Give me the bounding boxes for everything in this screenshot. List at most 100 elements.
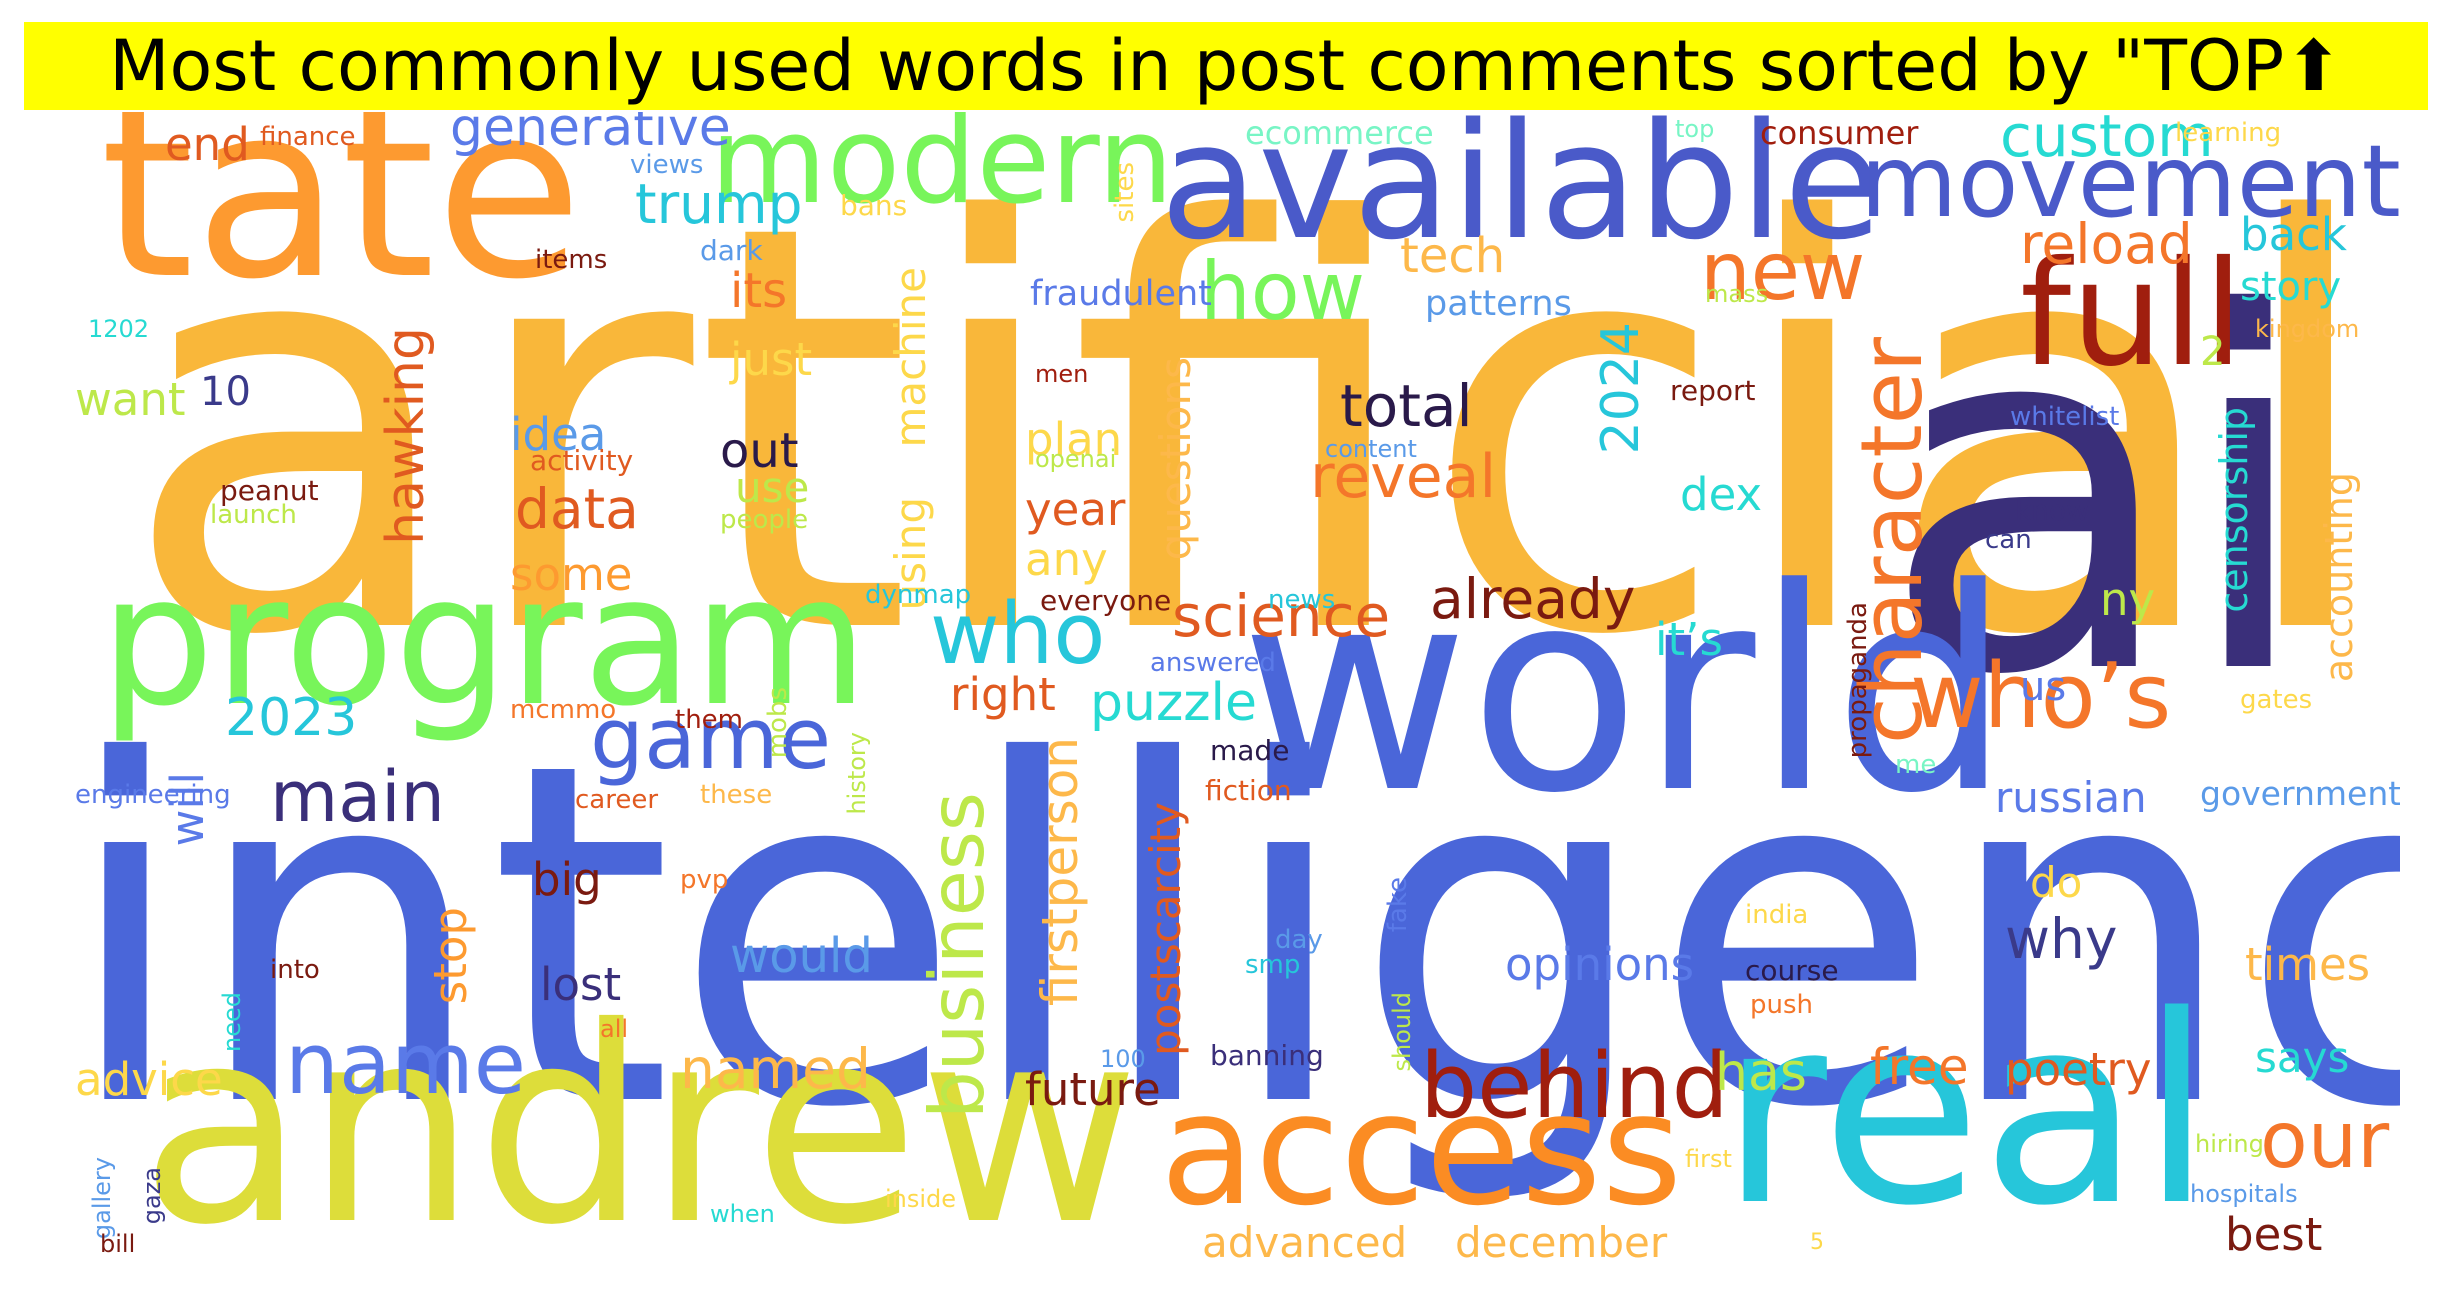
word-engineering: engineering <box>75 780 231 810</box>
word-its: its <box>730 263 788 319</box>
word-propaganda: propaganda <box>1843 602 1873 759</box>
word-free: free <box>1870 1038 1969 1096</box>
word-fraudulent: fraudulent <box>1030 274 1212 314</box>
word-reveal: reveal <box>1310 442 1497 512</box>
word-5: 5 <box>1810 1230 1824 1255</box>
word-says: says <box>2255 1033 2350 1082</box>
word-banning: banning <box>1210 1039 1324 1072</box>
word-opinions: opinions <box>1505 938 1695 991</box>
word-back: back <box>2240 208 2347 261</box>
word-content: content <box>1325 435 1417 463</box>
word-poetry: poetry <box>2005 1043 2152 1096</box>
word-inside: inside <box>885 1185 957 1213</box>
word-gallery: gallery <box>88 1157 116 1240</box>
word-should: should <box>1388 992 1416 1072</box>
word-want: want <box>75 373 186 426</box>
word-all: all <box>600 1015 629 1043</box>
word-ny: ny <box>2100 573 2156 626</box>
word-trump: trump <box>635 172 803 236</box>
word-push: push <box>1750 990 1814 1020</box>
word-firstperson: firstperson <box>1031 737 1089 1007</box>
word-fake: fake <box>1383 877 1413 933</box>
word-modern: modern <box>710 112 1174 231</box>
word-dark: dark <box>700 234 763 267</box>
word-end: end <box>165 118 250 171</box>
word-has: has <box>1715 1043 1807 1103</box>
word-everyone: everyone <box>1040 584 1172 617</box>
word-questions: questions <box>1151 357 1200 561</box>
word-why: why <box>2005 907 2118 971</box>
word-consumer: consumer <box>1760 114 1919 152</box>
word-plan: plan <box>1025 413 1123 466</box>
word-history: history <box>843 732 871 815</box>
word-these: these <box>700 780 773 810</box>
word-main: main <box>270 756 445 838</box>
word-can: can <box>1985 525 2032 555</box>
word-launch: launch <box>210 500 297 530</box>
word-named: named <box>680 1037 871 1101</box>
word-when: when <box>710 1200 775 1228</box>
word-smp: smp <box>1245 950 1301 980</box>
word-mass: mass <box>1705 280 1769 308</box>
word-custom: custom <box>2000 112 2214 170</box>
word-intelligence: intelligence <box>60 663 2400 1210</box>
word-peanut: peanut <box>220 474 319 507</box>
word-december: december <box>1455 1218 1668 1267</box>
word-times: times <box>2245 938 2371 991</box>
word-advanced: advanced <box>1202 1218 1408 1267</box>
word-mcmmo: mcmmo <box>510 695 617 725</box>
word-patterns: patterns <box>1425 284 1572 324</box>
word-answered: answered <box>1150 648 1276 678</box>
word-gaza: gaza <box>138 1167 166 1225</box>
word-me: me <box>1895 750 1937 780</box>
word-new: new <box>1700 225 1866 318</box>
word-1202: 1202 <box>88 315 150 343</box>
word-censorship: censorship <box>2212 407 2256 613</box>
word-story: story <box>2240 264 2342 310</box>
word-dynmap: dynmap <box>865 580 972 610</box>
word-into: into <box>270 955 320 985</box>
word-any: any <box>1025 533 1108 586</box>
word-hawking: hawking <box>376 327 436 545</box>
word-who-s: who’s <box>1910 644 2172 749</box>
word-ecommerce: ecommerce <box>1245 114 1434 152</box>
word-just: just <box>730 333 813 386</box>
word-activity: activity <box>530 444 634 477</box>
word-them: them <box>675 705 743 735</box>
word-reload: reload <box>2020 212 2193 276</box>
word-name: name <box>285 1015 527 1114</box>
word-available: available <box>1160 112 1883 275</box>
word-openai: openai <box>1035 445 1117 473</box>
chart-title: Most commonly used words in post comment… <box>109 25 2343 107</box>
word-movement: movement <box>1860 123 2400 240</box>
word-hiring: hiring <box>2195 1130 2264 1158</box>
word-tate: tate <box>100 112 583 332</box>
word-fiction: fiction <box>1205 774 1292 807</box>
word-2024: 2024 <box>1591 322 1651 455</box>
word-first: first <box>1685 1145 1732 1173</box>
word-us: us <box>2020 664 2067 710</box>
word-views: views <box>630 150 704 180</box>
word-russian: russian <box>1995 773 2147 822</box>
word-bill: bill <box>100 1230 136 1258</box>
word-hospitals: hospitals <box>2190 1180 2298 1208</box>
word-know: know <box>2015 494 2089 527</box>
word-top: top <box>1675 115 1715 143</box>
word-items: items <box>535 245 608 275</box>
word-use: use <box>735 463 810 512</box>
word-machine: machine <box>886 267 935 448</box>
word-2: 2 <box>2200 329 2226 375</box>
word-postscarcity: postscarcity <box>1141 802 1190 1056</box>
word-gates: gates <box>2240 685 2313 715</box>
word-right: right <box>950 668 1056 721</box>
word-2023: 2023 <box>225 688 358 748</box>
word-business: business <box>913 792 1001 1119</box>
word-idea: idea <box>510 408 607 461</box>
word-best: best <box>2225 1208 2323 1261</box>
word-who: who <box>930 585 1106 684</box>
word-game: game <box>590 690 832 789</box>
word-india: india <box>1745 900 1809 930</box>
word-day: day <box>1275 925 1323 955</box>
word-big: big <box>532 853 602 906</box>
word-news: news <box>1268 585 1336 615</box>
